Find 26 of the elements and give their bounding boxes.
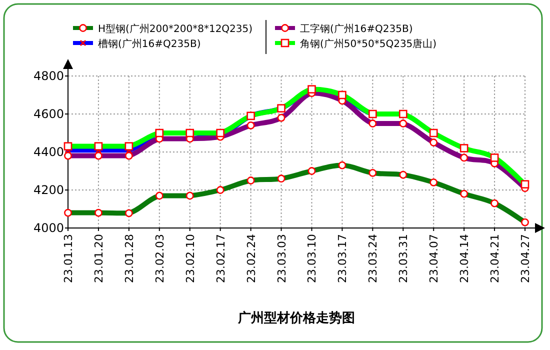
x-tick-label: 23.02.10: [184, 234, 197, 283]
x-tick-label: 23.01.28: [122, 234, 136, 283]
x-tick-label: 23.03.10: [306, 234, 319, 283]
x-tick-label: 23.02.24: [244, 234, 258, 283]
legend-label: H型钢(广州200*200*8*12Q235): [98, 23, 253, 35]
x-tick-label: 23.03.03: [275, 234, 288, 283]
legend-label: 槽钢(广州16#Q235B): [98, 38, 201, 50]
x-tick-label: 23.04.27: [519, 234, 532, 283]
x-tick-label: 23.04.21: [488, 234, 502, 283]
legend-label: 工字钢(广州16#Q235B): [300, 23, 413, 35]
x-tick-label: 23.02.03: [153, 234, 166, 283]
legend-label: 角钢(广州50*50*5Q235唐山): [300, 38, 437, 50]
x-tick-label: 23.03.31: [397, 234, 410, 283]
y-tick-label: 4200: [33, 183, 64, 197]
y-tick-label: 4600: [33, 107, 64, 121]
x-tick-label: 23.01.13: [62, 234, 75, 283]
x-tick-label: 23.03.24: [366, 234, 380, 283]
y-tick-label: 4000: [33, 221, 64, 235]
x-tick-label: 23.04.14: [458, 234, 472, 283]
y-tick-label: 4400: [33, 145, 64, 159]
x-tick-label: 23.01.20: [92, 234, 106, 283]
x-tick-label: 23.03.17: [336, 234, 350, 283]
text: 广州型材价格走势图: [237, 310, 355, 326]
x-tick-label: 23.04.07: [428, 234, 441, 283]
x-tick-label: 23.02.17: [214, 234, 228, 283]
y-tick-label: 4800: [33, 69, 64, 83]
